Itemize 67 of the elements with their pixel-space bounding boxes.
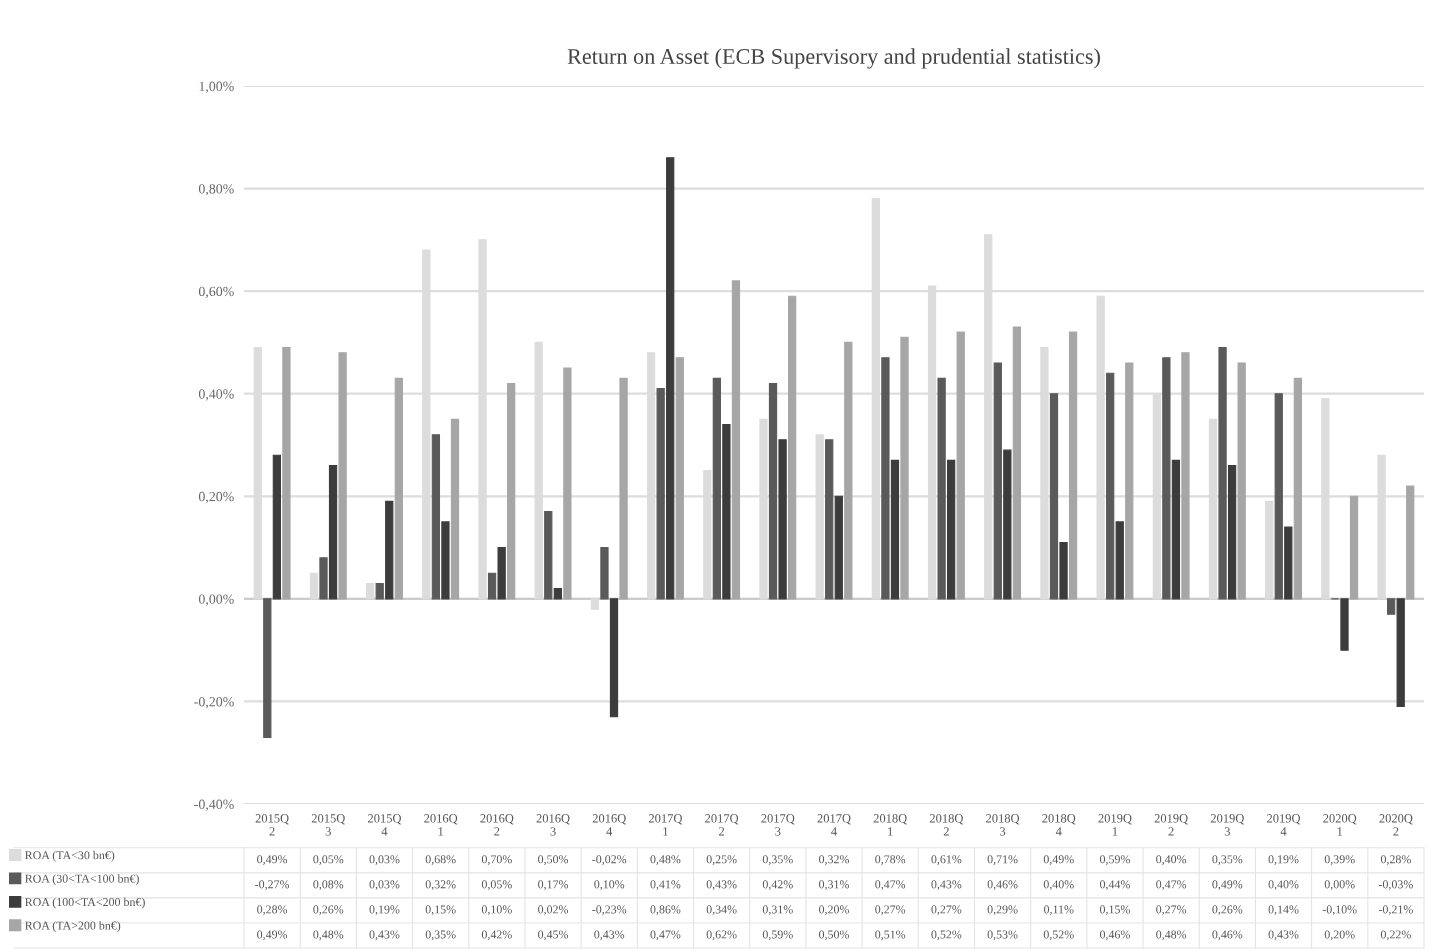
bar xyxy=(1349,495,1359,600)
bar xyxy=(385,500,394,600)
bar xyxy=(1012,326,1022,600)
bar xyxy=(1068,331,1078,600)
bar xyxy=(788,295,797,600)
bar xyxy=(1274,393,1283,600)
bar xyxy=(600,547,609,600)
chart-title: Return on Asset (ECB Supervisory and prudential statistics) xyxy=(567,48,1100,69)
bar xyxy=(544,511,553,600)
bar xyxy=(1049,393,1059,600)
bar xyxy=(366,582,375,600)
bar xyxy=(731,280,741,600)
bar xyxy=(844,341,853,600)
bar xyxy=(1237,362,1246,600)
bar xyxy=(1162,357,1171,600)
bar xyxy=(309,572,319,600)
bar xyxy=(1265,500,1274,600)
bar xyxy=(712,377,721,600)
bar xyxy=(1227,464,1237,600)
bar xyxy=(675,357,684,600)
bar xyxy=(956,331,965,600)
bar xyxy=(441,521,450,600)
bar xyxy=(937,377,946,600)
bar xyxy=(609,598,619,718)
bar xyxy=(619,377,628,600)
bar xyxy=(487,572,497,600)
bar xyxy=(1125,362,1134,600)
bar xyxy=(1218,347,1227,600)
bar xyxy=(563,367,572,600)
bar xyxy=(272,454,282,600)
bar xyxy=(890,459,900,600)
bar xyxy=(590,598,600,610)
bar xyxy=(1181,352,1190,600)
bar xyxy=(497,547,506,600)
bar xyxy=(375,582,384,600)
bar xyxy=(553,588,562,600)
bar xyxy=(1003,449,1012,600)
bar xyxy=(768,382,778,600)
bar xyxy=(507,382,516,600)
bar xyxy=(319,557,328,600)
bar xyxy=(1171,459,1181,600)
bar xyxy=(1386,598,1396,615)
bar xyxy=(338,352,347,600)
bar xyxy=(881,357,890,600)
bar xyxy=(947,459,956,600)
bar xyxy=(394,377,403,600)
bar xyxy=(722,423,731,600)
bar xyxy=(1406,485,1415,600)
bar xyxy=(1396,598,1405,708)
bar xyxy=(1340,598,1349,651)
bar xyxy=(778,439,787,600)
bar xyxy=(1106,372,1115,600)
bar xyxy=(431,434,441,600)
bar xyxy=(1059,541,1068,600)
bar xyxy=(282,347,291,600)
bar xyxy=(1115,521,1124,600)
bar xyxy=(1293,377,1302,600)
bar xyxy=(834,495,843,600)
bar xyxy=(450,418,460,600)
bar xyxy=(900,336,909,600)
bar xyxy=(993,362,1002,600)
bar xyxy=(1284,526,1293,600)
bar xyxy=(825,439,834,600)
bar xyxy=(666,157,675,600)
bar xyxy=(263,598,272,738)
bar xyxy=(656,388,665,600)
bar xyxy=(328,464,338,600)
